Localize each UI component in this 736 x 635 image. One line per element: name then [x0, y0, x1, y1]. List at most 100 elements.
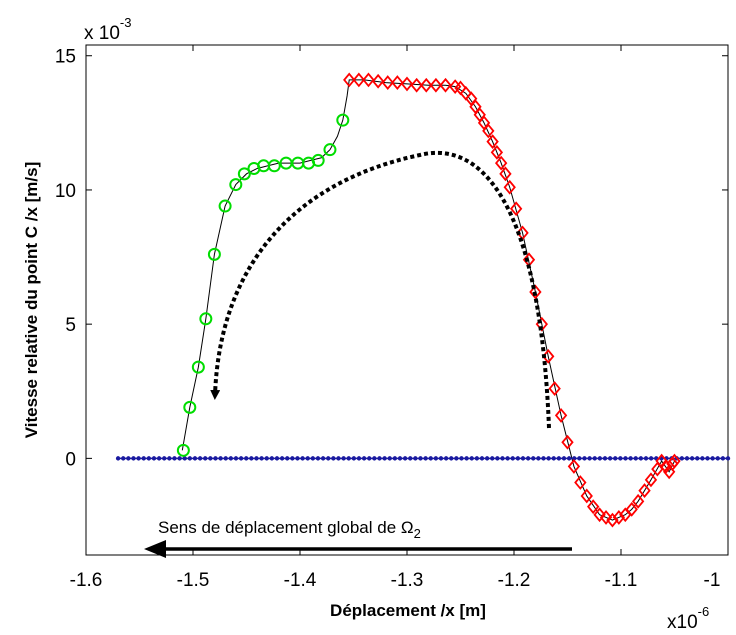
zero-series-point — [484, 456, 490, 461]
zero-series-point — [151, 456, 157, 461]
zero-series-point — [597, 456, 603, 461]
zero-series-point — [607, 456, 613, 461]
x-multiplier-label: x10-6 — [667, 604, 709, 633]
x-axis-title: Déplacement /x [m] — [330, 601, 486, 620]
red-diamond-point — [625, 501, 638, 517]
red-diamond-point — [352, 72, 366, 88]
zero-series-point — [582, 456, 587, 461]
red-diamond-point — [503, 179, 516, 195]
red-diamond-point — [371, 73, 385, 89]
green-circle-point — [311, 153, 325, 167]
zero-series-point — [510, 456, 515, 461]
red-diamond-point — [548, 381, 561, 396]
zero-series-point — [233, 456, 239, 461]
red-diamond-point — [644, 472, 658, 488]
zero-series-point — [203, 456, 208, 461]
y-tick-label: 5 — [65, 315, 76, 336]
zero-series-point — [618, 456, 623, 461]
zero-series-point — [418, 456, 423, 461]
red-diamond-point — [580, 488, 593, 504]
zero-series-point — [320, 456, 326, 461]
zero-series-point — [592, 456, 597, 461]
zero-series-point — [218, 456, 223, 461]
zero-series-point — [295, 456, 300, 461]
zero-series-point — [520, 456, 526, 461]
zero-series-point — [300, 456, 305, 461]
red-diamond-point — [574, 475, 587, 490]
zero-series-point — [602, 456, 608, 461]
zero-series-point — [208, 456, 213, 461]
red-diamond-point — [486, 134, 499, 150]
zero-series-point — [613, 456, 618, 461]
zero-series-point — [572, 456, 577, 461]
zero-series-point — [454, 456, 459, 461]
red-diamond-point — [612, 510, 626, 525]
zero-series-point — [269, 456, 275, 461]
red-diamond-point — [587, 499, 600, 515]
zero-series-point — [638, 456, 644, 461]
zero-series-point — [551, 456, 556, 461]
red-diamond-point — [561, 434, 574, 450]
zero-series-point — [490, 456, 495, 461]
zero-series-point — [423, 456, 428, 461]
zero-series-point — [587, 456, 592, 461]
zero-series-point — [223, 456, 228, 461]
zero-series-point — [351, 456, 357, 461]
zero-series-point — [131, 456, 136, 461]
zero-series-point — [177, 456, 182, 461]
x-tick-label: -1.4 — [284, 570, 317, 591]
zero-series-point — [115, 456, 121, 461]
zero-series-point — [331, 456, 336, 461]
zero-series-point — [182, 456, 187, 461]
zero-series-point — [541, 456, 546, 461]
zero-series-point — [408, 456, 413, 461]
zero-series-point — [705, 456, 710, 461]
red-diamond-point — [638, 483, 651, 498]
zero-series-point — [274, 456, 280, 461]
zero-series-point — [449, 456, 454, 461]
zero-series-point — [556, 456, 562, 461]
zero-series-point — [244, 456, 249, 461]
green-circle-point — [191, 360, 205, 374]
red-diamond-point — [529, 284, 542, 300]
zero-series-point — [254, 456, 259, 461]
red-diamond-point — [606, 512, 619, 528]
zero-series-point — [710, 456, 715, 461]
zero-series-point — [443, 456, 449, 461]
zero-series-point — [305, 456, 310, 461]
red-diamond-point — [420, 77, 433, 93]
y-tick-label: 15 — [55, 47, 76, 68]
x-tick-label: -1.5 — [177, 570, 210, 591]
plot-area-frame — [85, 44, 729, 556]
y-axis-ticks: 0 5 10 15 — [55, 47, 728, 470]
x-axis-ticks: -1.6 -1.5 -1.4 -1.3 -1.2 -1.1 -1 — [70, 45, 729, 591]
red-diamond-point — [494, 155, 508, 171]
y-multiplier-label: x 10-3 — [84, 15, 131, 44]
zero-series-point — [725, 456, 731, 461]
zero-series-point — [361, 456, 367, 461]
zero-series-point — [689, 456, 695, 461]
x-tick-label: -1.3 — [391, 570, 424, 591]
red-diamond-point — [482, 123, 495, 139]
zero-series-point — [136, 456, 141, 461]
zero-series-point — [290, 456, 295, 461]
zero-series-point — [469, 456, 474, 461]
zero-series-point — [495, 456, 500, 461]
zero-series-point — [367, 456, 372, 461]
green-circle-point — [237, 167, 251, 181]
red-diamond-point — [490, 144, 504, 160]
zero-series-point — [531, 456, 536, 461]
zero-series-point — [126, 456, 131, 461]
zero-series-point — [121, 456, 126, 461]
zero-series-point — [525, 456, 531, 461]
zero-series-point — [577, 456, 582, 461]
green-circle-point — [199, 312, 213, 326]
direction-annotation-text: Sens de déplacement global de Ω2 — [158, 518, 421, 541]
zero-series-point — [228, 456, 234, 461]
x-tick-label: -1.1 — [605, 570, 638, 591]
zero-series-point — [259, 456, 264, 461]
green-circle-point — [183, 400, 197, 414]
zero-series-point — [720, 456, 726, 461]
green-circle-point — [218, 199, 232, 213]
